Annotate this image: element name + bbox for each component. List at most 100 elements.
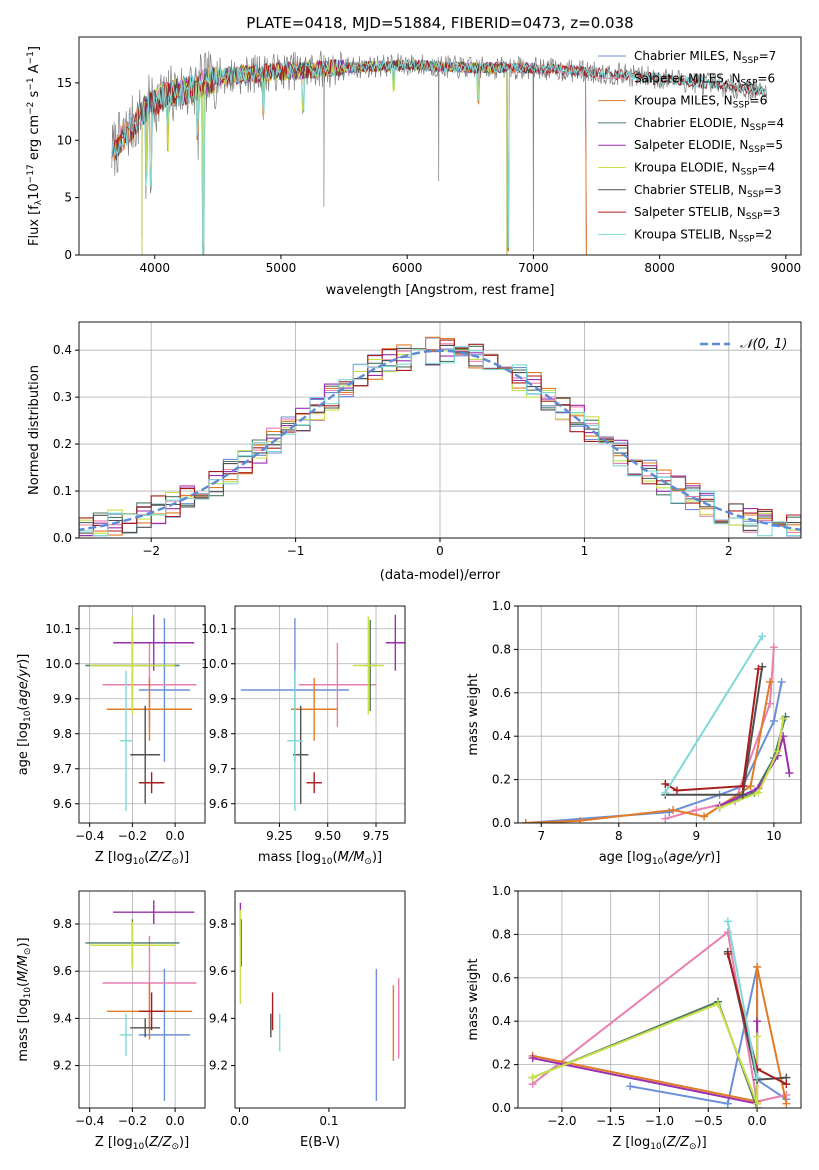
x-axis-label: Z [log10(Z/Z⊙)] xyxy=(95,850,189,867)
legend-entry: Salpeter ELODIE, NSSP=5 xyxy=(634,138,783,155)
x-tick-label: 7 xyxy=(537,829,545,843)
y-tick-label: 0.1 xyxy=(53,484,72,498)
label-fragment: 10 xyxy=(133,1142,145,1152)
label-fragment: )] xyxy=(16,937,31,947)
panel-age_vs_mass: 9.25 9.50 9.75 9.6 9.7 9.8 9.9 10.0 10.1 mass [lo… xyxy=(201,605,406,867)
panel-mass_weight_vs_Z: −2.0 −1.5 −1.0 −0.5 0.0 0.0 0.2 0.4 0.6 0.8 1.0 Z [… xyxy=(466,884,802,1152)
label-fragment: Z [log xyxy=(95,850,133,865)
legend-entry: Kroupa MILES, NSSP=6 xyxy=(634,94,767,111)
label-fragment: Chabrier STELIB, N xyxy=(634,183,747,197)
panel-residual_histogram: −2 −1 0 1 2 0.0 0.1 0.2 0.3 0.4 𝒩(0, 1) (data-model… xyxy=(27,321,802,583)
y-tick-label: 9.2 xyxy=(53,1059,72,1073)
label-fragment: M/M xyxy=(338,850,365,865)
label-fragment: SSP xyxy=(741,168,758,178)
label-fragment: SSP xyxy=(748,145,765,155)
plot-area xyxy=(111,50,768,255)
label-fragment: SSP xyxy=(733,101,750,111)
weight-marker xyxy=(779,714,788,723)
weight-marker xyxy=(626,1082,635,1091)
y-tick-label: 9.4 xyxy=(209,1011,228,1025)
y-axis-label: mass weight xyxy=(466,673,481,755)
label-fragment: SSP xyxy=(742,56,759,66)
label-fragment: )] xyxy=(179,1135,189,1150)
label-fragment: M/M xyxy=(16,955,31,982)
y-tick-label: 0.0 xyxy=(492,1101,511,1115)
weight-marker xyxy=(528,1073,537,1082)
x-tick-label: 7000 xyxy=(518,261,549,275)
axes-frame xyxy=(517,605,802,824)
label-fragment: −17 xyxy=(26,164,36,183)
y-tick-label: 0.4 xyxy=(492,1014,511,1028)
label-fragment: 10 xyxy=(650,1142,662,1152)
label-fragment: ( xyxy=(663,850,668,865)
weight-marker xyxy=(754,664,763,673)
y-tick-label: 0.0 xyxy=(53,531,72,545)
axes-frame xyxy=(234,605,406,824)
y-tick-label: 0.0 xyxy=(492,816,511,830)
weight-marker xyxy=(723,949,732,958)
label-fragment: Salpeter MILES, N xyxy=(634,71,741,85)
label-fragment: ( xyxy=(662,1135,667,1150)
label-fragment: ] xyxy=(27,46,42,51)
weight-marker xyxy=(753,1032,762,1041)
axes-frame xyxy=(78,890,206,1109)
weight-marker xyxy=(777,677,786,686)
weight-marker xyxy=(753,1064,762,1073)
label-fragment: ⊙ xyxy=(364,857,372,867)
plot-area xyxy=(239,902,400,1101)
x-tick-label: 0.0 xyxy=(748,1114,767,1128)
legend-entry: 𝒩(0, 1) xyxy=(740,337,787,352)
label-fragment: age/yr xyxy=(668,850,711,865)
weight-marker xyxy=(769,643,778,652)
y-tick-label: 15 xyxy=(57,76,72,90)
weight-series-line xyxy=(664,635,764,794)
plot-area xyxy=(79,336,801,537)
x-tick-label: 9.50 xyxy=(314,829,341,843)
label-fragment: −2 xyxy=(26,102,36,115)
label-fragment: Z [log xyxy=(612,1135,650,1150)
weight-marker xyxy=(669,805,678,814)
label-fragment: λ xyxy=(34,199,44,205)
x-axis-label: wavelength [Angstrom, rest frame] xyxy=(326,283,555,298)
label-fragment: SSP xyxy=(741,78,758,88)
x-tick-label: 1 xyxy=(581,544,589,558)
normal-curve xyxy=(79,349,801,532)
y-tick-label: 9.9 xyxy=(53,692,72,706)
x-tick-label: 9.25 xyxy=(266,829,293,843)
y-tick-label: 10.0 xyxy=(45,657,72,671)
label-fragment: =6 xyxy=(750,94,768,108)
label-fragment: s xyxy=(27,90,42,101)
label-fragment: mass [log xyxy=(258,850,321,865)
model-spectrum-line xyxy=(111,59,767,255)
y-tick-label: 10.1 xyxy=(45,622,72,636)
weight-marker xyxy=(758,632,767,641)
x-tick-label: 10 xyxy=(766,829,781,843)
weight-series-line xyxy=(726,921,759,1078)
weight-marker xyxy=(753,962,762,971)
y-tick-label: 10.1 xyxy=(201,622,228,636)
weight-marker xyxy=(723,917,732,926)
legend-entry: Kroupa STELIB, NSSP=2 xyxy=(634,227,772,244)
y-axis-label: mass weight xyxy=(466,958,481,1040)
label-fragment: age/yr xyxy=(16,662,31,705)
weight-marker xyxy=(521,819,530,823)
label-fragment: Chabrier ELODIE, N xyxy=(634,116,750,130)
label-fragment: 10 xyxy=(27,183,42,200)
weight-marker xyxy=(782,1080,791,1089)
label-fragment: )] xyxy=(372,850,382,865)
panel-age_vs_Z: −0.4 −0.2 0.09.69.79.89.910.010.1Z [log10(… xyxy=(16,605,206,867)
label-fragment: 10 xyxy=(652,857,664,867)
x-tick-label: 0.0 xyxy=(166,1114,185,1128)
weight-marker xyxy=(753,1099,762,1108)
y-tick-label: 9.6 xyxy=(209,797,228,811)
y-tick-label: 9.4 xyxy=(53,1011,72,1025)
label-fragment: ( xyxy=(144,850,149,865)
weight-marker xyxy=(700,812,709,821)
label-fragment: =3 xyxy=(763,205,781,219)
weight-marker xyxy=(661,814,670,823)
panel-spectrum: 4000 5000 6000 7000 8000 9000 0 5 10 15 Chabrier M… xyxy=(26,36,802,298)
y-tick-label: 9.8 xyxy=(209,917,228,931)
y-tick-label: 10.0 xyxy=(201,657,228,671)
panel-mass_vs_Z: −0.4 −0.2 0.09.29.49.69.8Z [log10(Z/Z⊙)]ma… xyxy=(16,890,206,1152)
histogram-step xyxy=(79,348,801,537)
